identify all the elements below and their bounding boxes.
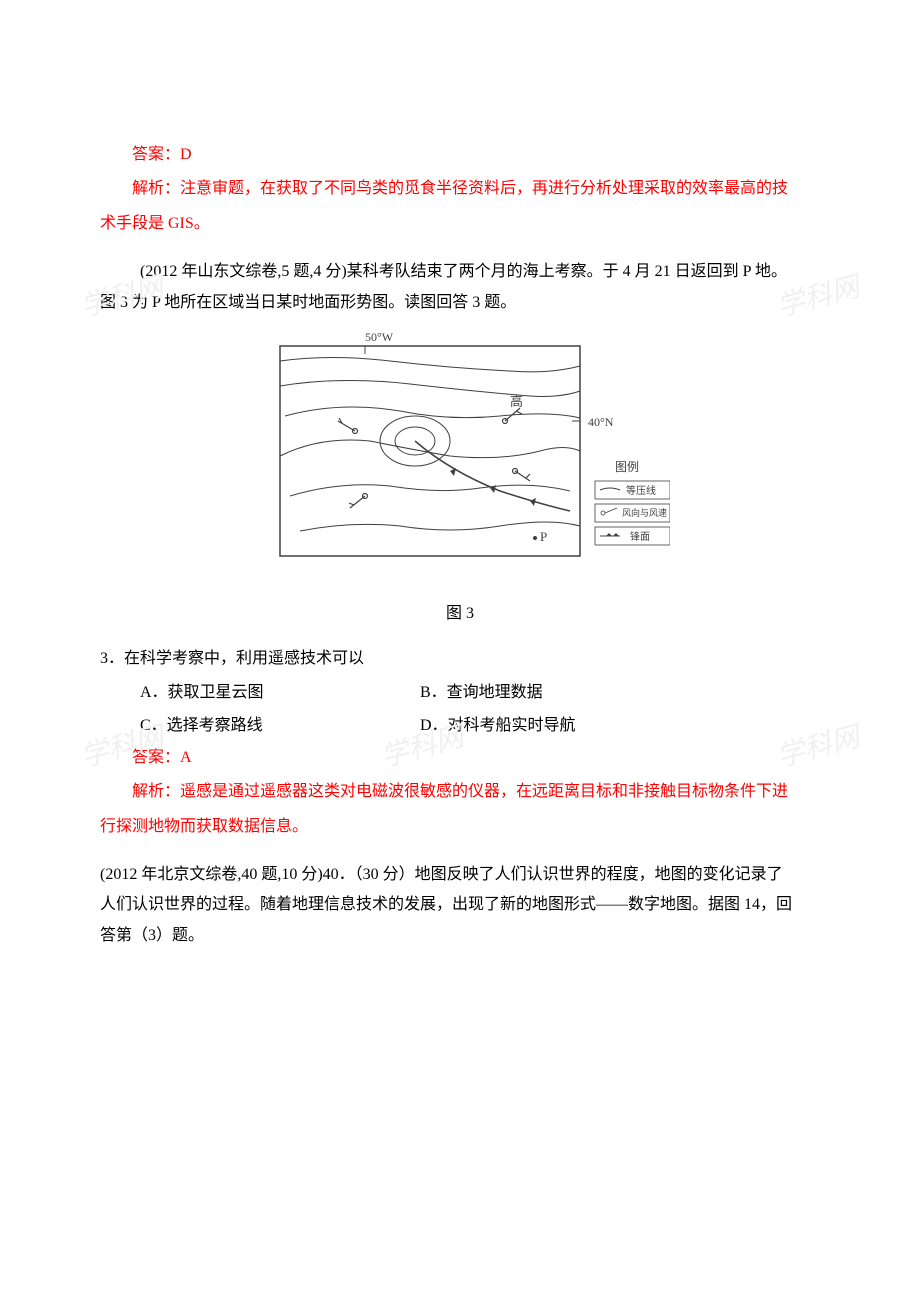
question-number: 3．: [100, 650, 124, 667]
options-row-2: C．选择考察路线 D．对科考船实时导航: [100, 711, 820, 741]
analysis-block-2-line2: 行探测地物而获取数据信息。: [100, 812, 820, 842]
legend-item-1: 等压线: [626, 484, 656, 497]
analysis-block-1-line1: 解析：注意审题，在获取了不同鸟类的觅食半径资料后，再进行分析处理采取的效率最高的…: [100, 174, 820, 204]
latitude-label: 40°N: [588, 415, 614, 429]
analysis-text: 注意审题，在获取了不同鸟类的觅食半径资料后，再进行分析处理采取的效率最高的技: [180, 180, 788, 197]
figure-3-container: 50°W 40°N: [100, 326, 820, 587]
legend-item-3: 锋面: [630, 530, 650, 543]
question-3-stem: 3．在科学考察中，利用遥感技术可以: [100, 644, 820, 674]
analysis-label: 解析：: [132, 783, 180, 800]
legend-title: 图例: [615, 460, 639, 474]
option-b: B．查询地理数据: [420, 678, 820, 708]
answer-label: 答案：: [132, 749, 180, 766]
question3-intro-line2: 人们认识世界的过程。随着地理信息技术的发展，出现了新的地图形式——数字地图。据图…: [100, 890, 820, 920]
answer-label: 答案：: [132, 146, 180, 163]
analysis-text: 遥感是通过遥感器这类对电磁波很敏感的仪器，在远距离目标和非接触目标物条件下进: [180, 783, 788, 800]
question3-intro-line3: 答第（3）题。: [100, 921, 820, 951]
options-row-1: A．获取卫星云图 B．查询地理数据: [100, 678, 820, 708]
figure-3-caption: 图 3: [100, 599, 820, 629]
question2-intro-line1: (2012 年山东文综卷,5 题,4 分)某科考队结束了两个月的海上考察。于 4…: [100, 257, 820, 287]
question2-intro-line2: 图 3 为 P 地所在区域当日某时地面形势图。读图回答 3 题。: [100, 288, 820, 318]
option-a: A．获取卫星云图: [140, 678, 420, 708]
legend-item-2: 风向与风速: [622, 507, 667, 518]
answer-value: A: [180, 749, 192, 766]
longitude-label: 50°W: [365, 330, 394, 344]
answer-value: D: [180, 146, 192, 163]
answer-block-1: 答案：D: [100, 140, 820, 170]
option-d: D．对科考船实时导航: [420, 711, 820, 741]
answer-block-2: 答案：A: [100, 743, 820, 773]
question-text: 在科学考察中，利用遥感技术可以: [124, 650, 364, 667]
high-label: 高: [510, 394, 523, 409]
option-c: C．选择考察路线: [140, 711, 420, 741]
analysis-label: 解析：: [132, 180, 180, 197]
weather-map-figure: 50°W 40°N: [250, 326, 670, 576]
analysis-block-2-line1: 解析：遥感是通过遥感器这类对电磁波很敏感的仪器，在远距离目标和非接触目标物条件下…: [100, 777, 820, 807]
question3-intro-line1: (2012 年北京文综卷,40 题,10 分)40．（30 分）地图反映了人们认…: [100, 860, 820, 890]
svg-text:P: P: [540, 529, 547, 544]
analysis-block-1-line2: 术手段是 GIS。: [100, 209, 820, 239]
